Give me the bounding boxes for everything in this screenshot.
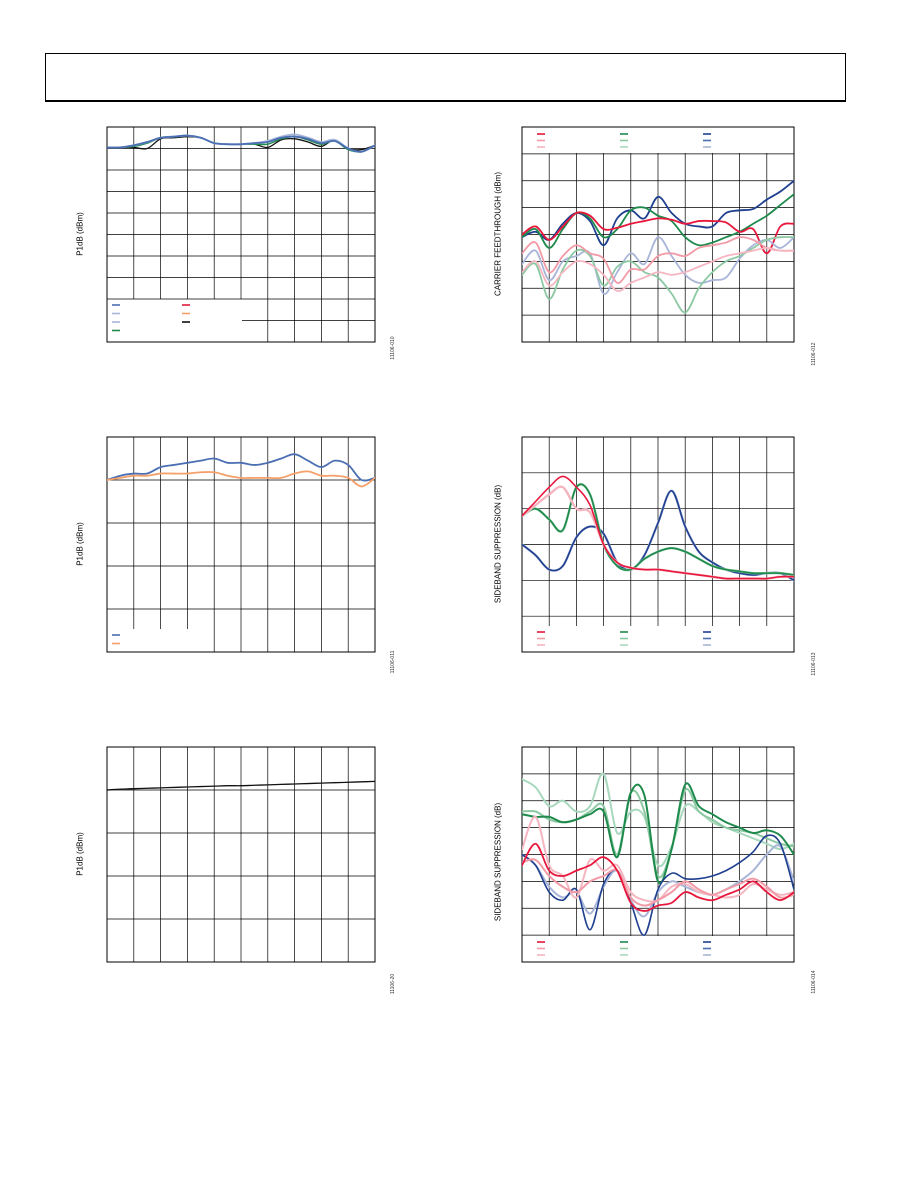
carrier-feedthrough-chart-figure-id: 11106-012 bbox=[811, 342, 817, 366]
sideband-suppression-chart-2-ylabel: SIDEBAND SUPPRESSION (dB) bbox=[493, 802, 503, 922]
series-group bbox=[522, 475, 794, 582]
series-line-2 bbox=[522, 193, 794, 249]
p1db-chart-1: P1dB (dBm) 11106-010 bbox=[60, 118, 400, 378]
sideband-suppression-chart-1-figure-id: 11106-013 bbox=[811, 652, 817, 676]
page-header-box bbox=[45, 53, 846, 102]
p1db-chart-1-ylabel: P1dB (dBm) bbox=[75, 212, 85, 256]
p1db-chart-3: P1dB (dBm) 11106-20 bbox=[60, 738, 400, 998]
series-line-1 bbox=[107, 780, 375, 791]
p1db-chart-1-figure-id: 11106-010 bbox=[390, 336, 396, 360]
series-line-6 bbox=[522, 236, 794, 284]
p1db-chart-2-plot bbox=[106, 436, 376, 653]
series-line-7 bbox=[522, 247, 794, 292]
series-group bbox=[107, 780, 375, 791]
series-line-3 bbox=[522, 211, 794, 255]
series-line-2 bbox=[522, 489, 794, 582]
series-line-6 bbox=[522, 475, 794, 580]
series-line-7 bbox=[522, 858, 794, 907]
sideband-suppression-chart-1-plot bbox=[521, 436, 795, 653]
series-line-3 bbox=[522, 782, 794, 885]
series-group bbox=[107, 453, 375, 488]
series-line-1 bbox=[522, 179, 794, 247]
p1db-chart-3-ylabel: P1dB (dBm) bbox=[75, 832, 85, 876]
sideband-suppression-chart-2-figure-id: 11106-014 bbox=[811, 970, 817, 994]
sideband-suppression-chart-2: SIDEBAND SUPPRESSION (dB) 11106-014 bbox=[480, 738, 820, 998]
series-group bbox=[522, 179, 794, 314]
p1db-chart-3-plot bbox=[106, 746, 376, 963]
series-line-4 bbox=[522, 483, 794, 576]
p1db-chart-3-figure-id: 11106-20 bbox=[390, 973, 396, 995]
series-line-1 bbox=[107, 453, 375, 482]
series-line-1 bbox=[522, 772, 794, 868]
p1db-chart-2: P1dB (dBm) 11106-011 bbox=[60, 428, 400, 688]
carrier-feedthrough-chart-ylabel: CARRIER FEEDTHROUGH (dBm) bbox=[493, 171, 503, 297]
sideband-suppression-chart-2-plot bbox=[521, 746, 795, 963]
series-line-5 bbox=[522, 834, 794, 936]
series-line-2 bbox=[107, 470, 375, 488]
carrier-feedthrough-chart-plot bbox=[521, 126, 795, 343]
series-line-4 bbox=[107, 134, 375, 153]
series-line-8 bbox=[522, 842, 794, 912]
sideband-suppression-chart-1: SIDEBAND SUPPRESSION (dB) 11106-013 bbox=[480, 428, 820, 688]
p1db-chart-2-ylabel: P1dB (dBm) bbox=[75, 522, 85, 566]
series-group bbox=[107, 133, 375, 153]
p1db-chart-1-plot bbox=[106, 126, 376, 343]
carrier-feedthrough-chart: CARRIER FEEDTHROUGH (dBm) 11106-012 bbox=[480, 118, 820, 378]
p1db-chart-2-figure-id: 11106-011 bbox=[390, 650, 396, 674]
series-line-4 bbox=[522, 236, 794, 295]
sideband-suppression-chart-1-ylabel: SIDEBAND SUPPRESSION (dB) bbox=[493, 484, 503, 604]
series-group bbox=[522, 772, 794, 936]
series-line-5 bbox=[522, 236, 794, 314]
